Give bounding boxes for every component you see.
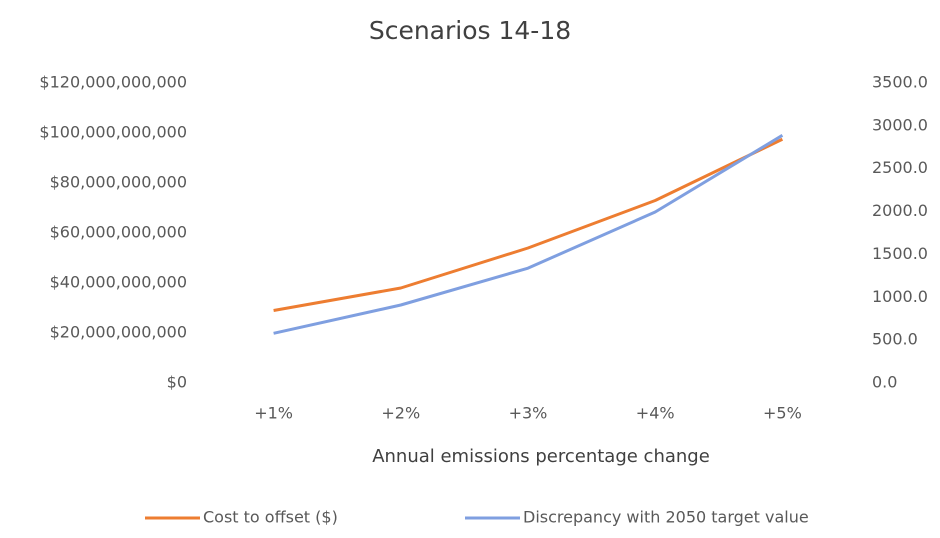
series-line [273,137,784,312]
y2-tick-label: 0.0 [872,373,897,392]
x-tick-label: +1% [254,404,293,423]
y-tick-label: $20,000,000,000 [50,323,187,342]
y2-tick-label: 3000.0 [872,115,928,134]
series-line [273,134,784,335]
x-tick-label: +5% [763,404,802,423]
y-tick-label: $40,000,000,000 [50,273,187,292]
y2-tick-label: 500.0 [872,330,918,349]
y-tick-label: $120,000,000,000 [39,73,187,92]
x-axis-title: Annual emissions percentage change [372,446,710,467]
chart-title: Scenarios 14-18 [369,16,571,45]
y-tick-label: $100,000,000,000 [39,123,187,142]
y2-tick-label: 3500.0 [872,73,928,92]
y2-tick-label: 1500.0 [872,244,928,263]
y-tick-label: $60,000,000,000 [50,223,187,242]
y2-tick-label: 2500.0 [872,158,928,177]
x-tick-label: +3% [509,404,548,423]
legend-label: Cost to offset ($) [203,508,338,527]
legend-label: Discrepancy with 2050 target value [523,508,809,527]
y-tick-label: $80,000,000,000 [50,173,187,192]
y2-tick-label: 1000.0 [872,287,928,306]
y-tick-label: $0 [167,373,187,392]
x-tick-label: +4% [636,404,675,423]
x-tick-label: +2% [381,404,420,423]
y2-tick-label: 2000.0 [872,201,928,220]
